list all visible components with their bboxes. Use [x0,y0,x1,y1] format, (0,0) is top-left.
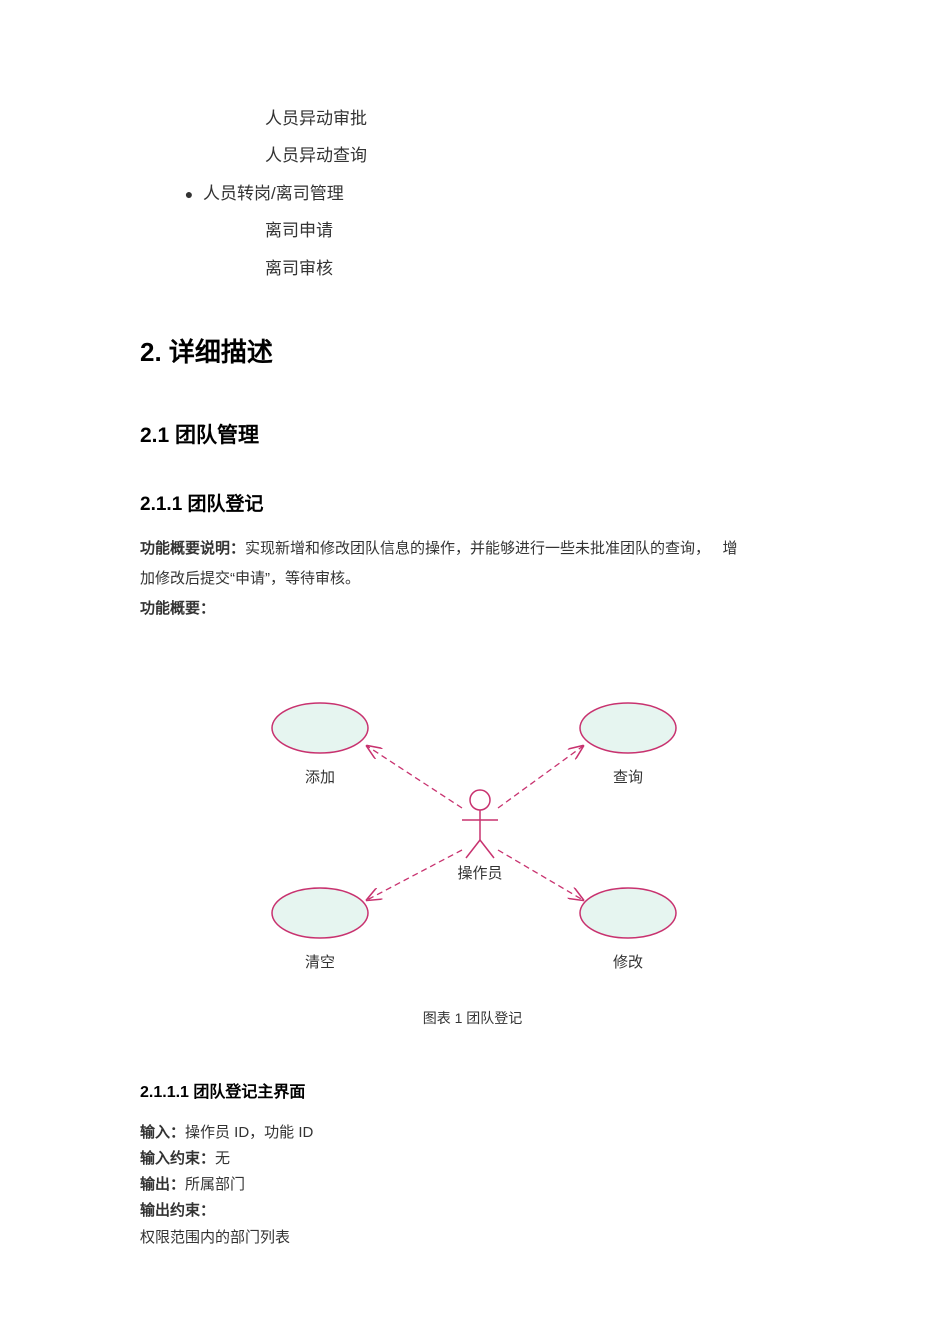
spec-line: 输入：操作员 ID，功能 ID [140,1120,805,1146]
spec-block: 输入：操作员 ID，功能 ID 输入约束：无 输出：所属部门 输出约束： 权限范… [140,1120,805,1251]
usecase-ellipse-add [272,703,368,753]
arrow-to-modify [498,850,583,900]
spec-line: 输出约束： [140,1198,805,1224]
usecase-ellipse-query [580,703,676,753]
heading-2-text: 团队管理 [175,424,259,447]
use-case-diagram: 添加 查询 清空 修改 操作员 [140,678,805,988]
heading-3-text: 团队登记 [188,494,264,515]
list-item-bullet: ●人员转岗/离司管理 [140,175,805,212]
spec-value: 无 [215,1150,230,1167]
diagram-caption: 图表 1 团队登记 [140,1008,805,1028]
spec-label: 输出： [140,1176,185,1193]
arrow-to-query [498,746,583,808]
desc-line-2: 加修改后提交“申请”，等待审核。 [140,566,805,592]
arrow-to-clear [367,850,462,900]
caption-text: 团队登记 [466,1010,522,1026]
heading-4-text: 团队登记主界面 [193,1084,305,1101]
spec-line: 输出：所属部门 [140,1172,805,1198]
spec-label: 输出约束： [140,1202,215,1219]
actor-label: 操作员 [457,865,502,882]
heading-4: 2.1.1.1 团队登记主界面 [140,1078,805,1102]
usecase-label-clear: 清空 [305,954,335,971]
desc-label: 功能概要说明： [140,540,245,557]
list-item: 离司申请 [140,212,805,249]
spec-line: 权限范围内的部门列表 [140,1225,805,1251]
spec-line: 输入约束：无 [140,1146,805,1172]
spec-value: 所属部门 [185,1176,245,1193]
desc-label-2: 功能概要： [140,600,215,617]
heading-1-num: 2. [140,337,162,367]
diagram-svg: 添加 查询 清空 修改 操作员 [140,678,805,988]
desc-text: 实现新增和修改团队信息的操作，并能够进行一些未批准团队的查询， [245,540,710,557]
spec-value: 操作员 ID，功能 ID [185,1124,313,1141]
heading-1-text: 详细描述 [169,337,273,367]
bullet-icon: ● [175,179,203,210]
actor-icon [462,790,498,858]
usecase-ellipse-modify [580,888,676,938]
usecase-label-add: 添加 [305,769,335,786]
desc-line-1: 功能概要说明：实现新增和修改团队信息的操作，并能够进行一些未批准团队的查询， 增 [140,536,805,562]
spec-label: 输入约束： [140,1150,215,1167]
heading-4-num: 2.1.1.1 [140,1084,189,1101]
outline-list: 人员异动审批 人员异动查询 ●人员转岗/离司管理 离司申请 离司审核 [140,100,805,287]
spec-value: 权限范围内的部门列表 [140,1229,290,1246]
spec-label: 输入： [140,1124,185,1141]
list-item: 离司审核 [140,250,805,287]
desc-text-tail: 增 [723,540,738,557]
list-item: 人员异动审批 [140,100,805,137]
heading-3-num: 2.1.1 [140,494,182,515]
usecase-label-query: 查询 [613,769,643,786]
usecase-ellipse-clear [272,888,368,938]
heading-2-num: 2.1 [140,424,169,447]
caption-prefix: 图表 [423,1010,451,1026]
usecase-label-modify: 修改 [613,954,643,971]
list-item-label: 人员转岗/离司管理 [203,184,344,203]
heading-3: 2.1.1 团队登记 [140,489,805,516]
desc-line-3: 功能概要： [140,596,805,622]
list-item: 人员异动查询 [140,137,805,174]
heading-1: 2. 详细描述 [140,332,805,369]
arrow-to-add [367,746,462,808]
caption-num: 1 [455,1010,463,1026]
heading-2: 2.1 团队管理 [140,419,805,449]
